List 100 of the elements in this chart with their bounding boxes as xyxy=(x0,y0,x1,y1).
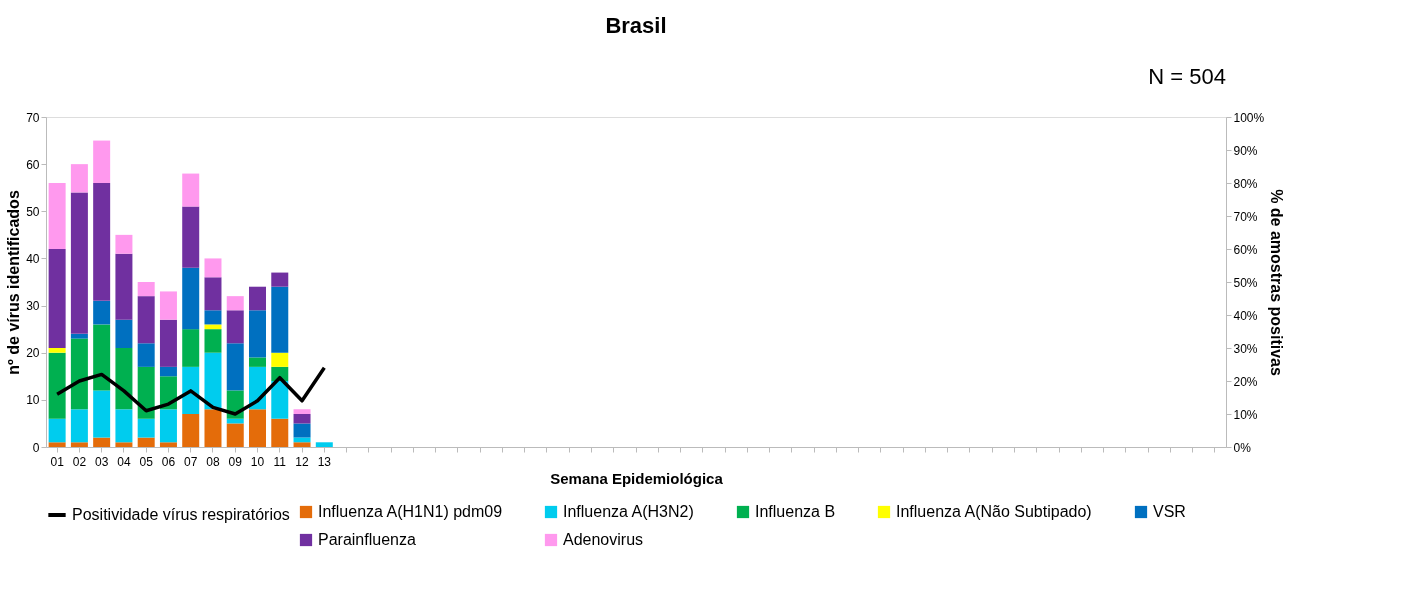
bar xyxy=(48,348,66,353)
legend-label: Parainfluenza xyxy=(318,531,416,548)
bar xyxy=(48,183,66,249)
bar xyxy=(226,423,244,447)
bar xyxy=(182,329,200,367)
bar xyxy=(48,418,66,443)
bar xyxy=(293,442,311,447)
bar xyxy=(249,409,267,447)
line-series xyxy=(55,366,327,416)
y-tick-label: 20 xyxy=(26,346,40,361)
y2-tick-label: 10% xyxy=(1233,407,1258,422)
y-tick-label: 60 xyxy=(26,157,40,172)
bar xyxy=(115,253,133,320)
bar xyxy=(271,352,289,367)
bar xyxy=(204,277,222,311)
legend-label: Influenza B xyxy=(755,503,836,520)
bar xyxy=(48,442,66,447)
y2-axis-title: % de amostras positivas xyxy=(1268,189,1286,376)
x-tick-label: 07 xyxy=(184,454,198,469)
x-tick-label: 03 xyxy=(94,454,109,469)
bar xyxy=(115,442,133,447)
bar xyxy=(159,442,177,447)
bar xyxy=(137,366,155,419)
y2-tick-label: 50% xyxy=(1233,275,1258,290)
bar xyxy=(137,437,155,447)
bar xyxy=(204,352,222,410)
bar xyxy=(182,173,200,207)
bar xyxy=(93,300,111,325)
legend-label: Influenza A(H3N2) xyxy=(563,503,694,520)
y2-tick-label: 90% xyxy=(1233,143,1258,158)
x-tick-label: 06 xyxy=(161,454,176,469)
bar xyxy=(115,348,133,410)
bar xyxy=(70,338,88,410)
bar xyxy=(293,423,311,438)
bar xyxy=(293,414,311,424)
bar xyxy=(159,409,177,443)
text: N = 504 xyxy=(1148,64,1226,89)
bar xyxy=(70,164,88,193)
x-tick-label: 04 xyxy=(117,454,131,469)
y2-tick-label: 70% xyxy=(1233,209,1258,224)
bar xyxy=(204,310,222,325)
y2-tick-label: 80% xyxy=(1233,176,1258,191)
bar xyxy=(137,418,155,438)
y2-tick-label: 60% xyxy=(1233,242,1258,257)
x-tick-label: 09 xyxy=(228,454,243,469)
bar xyxy=(70,409,88,443)
bar xyxy=(249,357,267,367)
legend-label: VSR xyxy=(1153,503,1186,520)
bar xyxy=(70,442,88,447)
bar xyxy=(271,272,289,287)
bar xyxy=(70,192,88,334)
bar xyxy=(93,437,111,447)
y-tick-label: 0 xyxy=(32,440,40,455)
y-axis-title: nº de vírus identificados xyxy=(5,190,23,375)
bar xyxy=(271,286,289,353)
x-tick-label: 10 xyxy=(250,454,265,469)
legend-label: Adenovirus xyxy=(563,531,644,548)
bar xyxy=(293,409,311,414)
bar xyxy=(204,324,222,330)
y-tick-label: 40 xyxy=(26,251,40,266)
bar xyxy=(137,343,155,367)
bar xyxy=(204,258,222,278)
bar xyxy=(226,310,244,344)
bar xyxy=(249,286,267,311)
bar xyxy=(226,343,244,391)
chart-title: Brasil xyxy=(605,13,667,38)
bar xyxy=(93,140,111,183)
bar xyxy=(182,267,200,330)
bar xyxy=(115,319,133,348)
bar xyxy=(204,329,222,353)
x-tick-label: 01 xyxy=(50,454,65,469)
y2-tick-label: 30% xyxy=(1233,341,1258,356)
bar xyxy=(182,414,200,447)
legend-label: Influenza A(Não Subtipado) xyxy=(896,503,1092,520)
bar xyxy=(70,333,88,339)
y2-tick-label: 20% xyxy=(1233,374,1258,389)
legend-label: Influenza A(H1N1) pdm09 xyxy=(318,503,503,520)
legend-label: Positividade vírus respiratórios xyxy=(72,506,290,523)
y-tick-label: 10 xyxy=(26,393,40,408)
y-tick-label: 50 xyxy=(26,204,40,219)
x-tick-label: 08 xyxy=(206,454,220,469)
bar xyxy=(249,310,267,358)
bar xyxy=(137,296,155,344)
bar xyxy=(159,366,177,377)
bar xyxy=(159,319,177,367)
y2-tick-label: 40% xyxy=(1233,308,1258,323)
y-tick-label: 70 xyxy=(26,110,40,125)
bar xyxy=(93,390,111,438)
y-tick-label: 30 xyxy=(26,299,40,314)
bar xyxy=(226,296,244,311)
y2-tick-label: 0% xyxy=(1233,440,1252,455)
bar xyxy=(159,291,177,320)
x-tick-label: 02 xyxy=(72,454,87,469)
bar xyxy=(48,352,66,419)
x-tick-label: 05 xyxy=(139,454,154,469)
bar xyxy=(137,282,155,297)
bar xyxy=(204,409,222,447)
y2-tick-label: 100% xyxy=(1233,110,1265,125)
bar xyxy=(315,442,333,447)
bar xyxy=(48,249,66,348)
